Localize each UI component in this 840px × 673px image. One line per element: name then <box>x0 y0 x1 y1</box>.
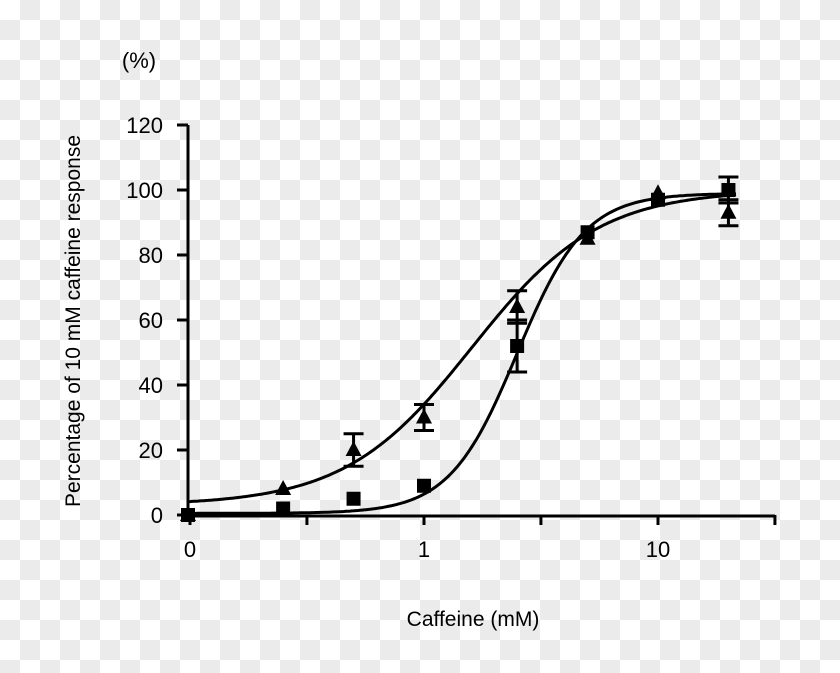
triangle-marker <box>720 203 737 219</box>
x-tick-label: 1 <box>418 537 430 562</box>
square-marker <box>510 339 525 353</box>
y-tick-label: 120 <box>126 113 163 138</box>
triangle-marker <box>509 298 526 313</box>
y-axis: 0 20 40 60 80 100 120 <box>126 113 190 528</box>
square-marker <box>651 192 665 207</box>
y-tick-label: 80 <box>139 243 163 268</box>
y-unit-label: (%) <box>122 48 156 73</box>
square-marker <box>417 478 431 493</box>
square-marker <box>580 225 595 240</box>
x-tick-label: 0 <box>184 537 196 562</box>
triangle-marker <box>416 408 432 424</box>
triangle-marker <box>275 480 292 495</box>
data-markers <box>180 183 737 522</box>
x-tick-label: 10 <box>646 537 670 562</box>
square-marker <box>346 491 361 506</box>
y-tick-label: 20 <box>139 438 163 463</box>
y-tick-label: 100 <box>126 178 163 203</box>
y-axis-title: Percentage of 10 mM caffeine response <box>62 135 85 507</box>
x-axis: 0 1 10 <box>184 514 777 562</box>
square-marker <box>276 501 291 516</box>
y-tick-label: 60 <box>139 308 163 333</box>
square-fit-curve <box>188 192 737 515</box>
y-tick-label: 0 <box>151 503 163 528</box>
triangle-marker <box>345 441 362 456</box>
triangle-fit-curve <box>187 193 737 504</box>
x-axis-title: Caffeine (mM) <box>407 608 540 631</box>
square-marker <box>181 508 195 522</box>
error-bars <box>343 175 739 468</box>
square-marker <box>721 183 736 197</box>
fit-curves <box>187 192 737 515</box>
y-tick-label: 40 <box>139 373 163 398</box>
